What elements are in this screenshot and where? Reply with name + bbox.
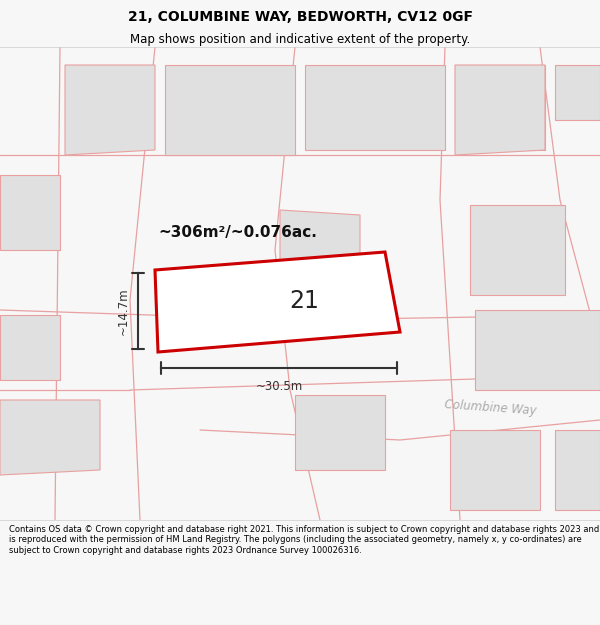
Text: Columbine Way: Columbine Way (443, 398, 536, 418)
Polygon shape (295, 395, 385, 470)
Polygon shape (450, 430, 540, 510)
Text: ~306m²/~0.076ac.: ~306m²/~0.076ac. (158, 224, 317, 239)
Polygon shape (65, 65, 155, 155)
Text: 21: 21 (290, 289, 319, 314)
Polygon shape (475, 310, 600, 390)
Polygon shape (0, 400, 100, 475)
Polygon shape (470, 205, 565, 295)
Polygon shape (280, 210, 360, 310)
Text: Map shows position and indicative extent of the property.: Map shows position and indicative extent… (130, 33, 470, 46)
Polygon shape (305, 65, 445, 150)
Polygon shape (555, 65, 600, 120)
Polygon shape (455, 65, 545, 155)
Polygon shape (0, 315, 60, 380)
Text: 21, COLUMBINE WAY, BEDWORTH, CV12 0GF: 21, COLUMBINE WAY, BEDWORTH, CV12 0GF (128, 11, 473, 24)
Text: Contains OS data © Crown copyright and database right 2021. This information is : Contains OS data © Crown copyright and d… (9, 525, 599, 555)
Polygon shape (455, 65, 545, 150)
Polygon shape (165, 65, 295, 155)
Polygon shape (555, 430, 600, 510)
Text: ~14.7m: ~14.7m (117, 288, 130, 335)
Polygon shape (155, 252, 400, 352)
Text: ~30.5m: ~30.5m (256, 380, 302, 393)
Polygon shape (0, 175, 60, 250)
